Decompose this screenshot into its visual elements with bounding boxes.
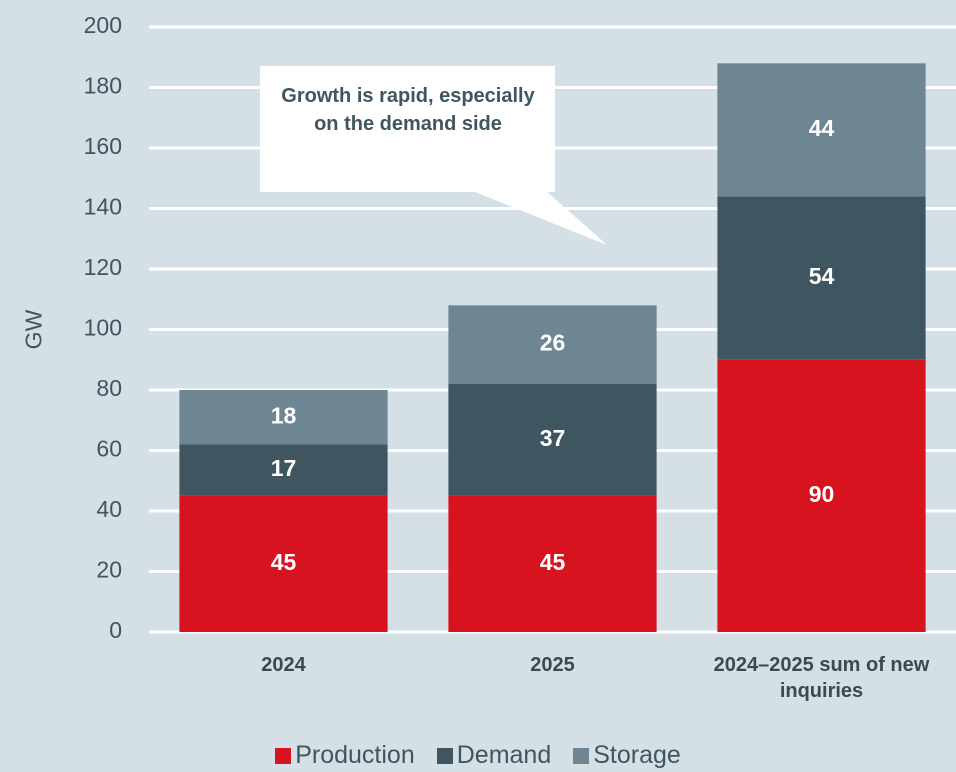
bar-segment	[179, 444, 388, 496]
x-tick-label: 2025	[530, 654, 575, 676]
legend-label: Demand	[456, 741, 552, 769]
data-label: 45	[271, 549, 297, 575]
y-tick-label: 80	[96, 375, 122, 401]
legend-swatch	[573, 747, 590, 764]
bar-segment	[717, 63, 926, 197]
y-tick-label: 140	[84, 194, 122, 220]
data-label: 18	[271, 402, 297, 428]
y-tick-label: 40	[96, 496, 122, 522]
y-tick-label: 100	[84, 315, 122, 341]
data-label: 44	[809, 115, 835, 141]
y-tick-label: 0	[109, 617, 122, 643]
data-label: 37	[540, 425, 566, 451]
data-label: 90	[809, 481, 835, 507]
y-tick-label: 180	[84, 73, 122, 99]
y-tick-label: 160	[84, 133, 122, 159]
y-axis-label: GW	[20, 309, 47, 350]
y-tick-label: 20	[96, 557, 122, 583]
bar-segment	[179, 390, 388, 445]
bar-segment	[179, 495, 388, 632]
legend-item: Storage	[573, 741, 681, 770]
data-label: 17	[271, 455, 297, 481]
legend: Production Demand Storage	[0, 741, 956, 770]
legend-item: Production	[275, 741, 415, 770]
data-label: 54	[809, 263, 835, 289]
callout-box	[260, 66, 555, 192]
bar-segment	[717, 359, 926, 632]
legend-label: Storage	[593, 741, 681, 769]
data-label: 26	[540, 330, 566, 356]
annotation: Growth is rapid, especially on the deman…	[281, 85, 535, 135]
callout-pointer	[470, 190, 607, 245]
y-tick-label: 60	[96, 436, 122, 462]
x-tick-label: 2024	[261, 654, 306, 676]
y-tick-label: 120	[84, 254, 122, 280]
bar-segment	[448, 305, 657, 384]
bar-segment	[448, 383, 657, 496]
legend-item: Demand	[436, 741, 552, 770]
legend-label: Production	[295, 741, 415, 769]
callout	[260, 66, 607, 245]
x-tick-label: 2024–2025 sum of new inquiries	[713, 654, 930, 702]
bar-segment	[717, 196, 926, 360]
legend-swatch	[436, 747, 453, 764]
bar-segment	[448, 495, 657, 632]
y-tick-label: 200	[84, 12, 122, 38]
legend-swatch	[275, 747, 292, 764]
data-label: 45	[540, 549, 566, 575]
